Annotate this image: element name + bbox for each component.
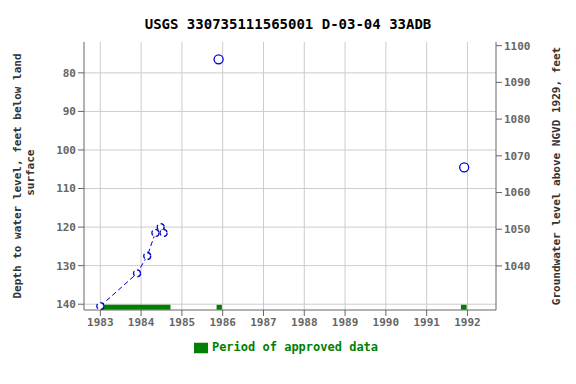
svg-text:110: 110: [56, 182, 76, 195]
svg-text:1090: 1090: [504, 76, 531, 89]
svg-text:1989: 1989: [332, 316, 359, 329]
svg-text:1992: 1992: [454, 316, 481, 329]
svg-text:1984: 1984: [128, 316, 155, 329]
svg-text:1040: 1040: [504, 260, 531, 273]
svg-text:140: 140: [56, 298, 76, 311]
svg-text:1988: 1988: [291, 316, 318, 329]
svg-text:1100: 1100: [504, 40, 531, 53]
svg-text:90: 90: [63, 105, 76, 118]
svg-text:100: 100: [56, 144, 76, 157]
svg-text:1060: 1060: [504, 186, 531, 199]
html-text:Depth to water level, feet bel: Depth to water level, feet below land su…: [11, 53, 37, 299]
html-text:Period of approved data: Period of approved data: [211, 340, 379, 354]
svg-text:1990: 1990: [373, 316, 400, 329]
svg-text:1985: 1985: [169, 316, 196, 329]
svg-text:1080: 1080: [504, 113, 531, 126]
svg-text:1991: 1991: [413, 316, 440, 329]
svg-text:1983: 1983: [87, 316, 114, 329]
svg-text:1986: 1986: [209, 316, 236, 329]
svg-text:1987: 1987: [250, 316, 277, 329]
svg-text:1050: 1050: [504, 223, 531, 236]
svg-text:80: 80: [63, 67, 76, 80]
html-text:Groundwater level above NGVD 1: Groundwater level above NGVD 1929, feet: [549, 46, 563, 306]
html-text:USGS 330735111565001 D-03-04 3: USGS 330735111565001 D-03-04 33ADB: [144, 16, 432, 32]
svg-text:120: 120: [56, 221, 76, 234]
svg-text:130: 130: [56, 260, 76, 273]
svg-text:1070: 1070: [504, 150, 531, 163]
